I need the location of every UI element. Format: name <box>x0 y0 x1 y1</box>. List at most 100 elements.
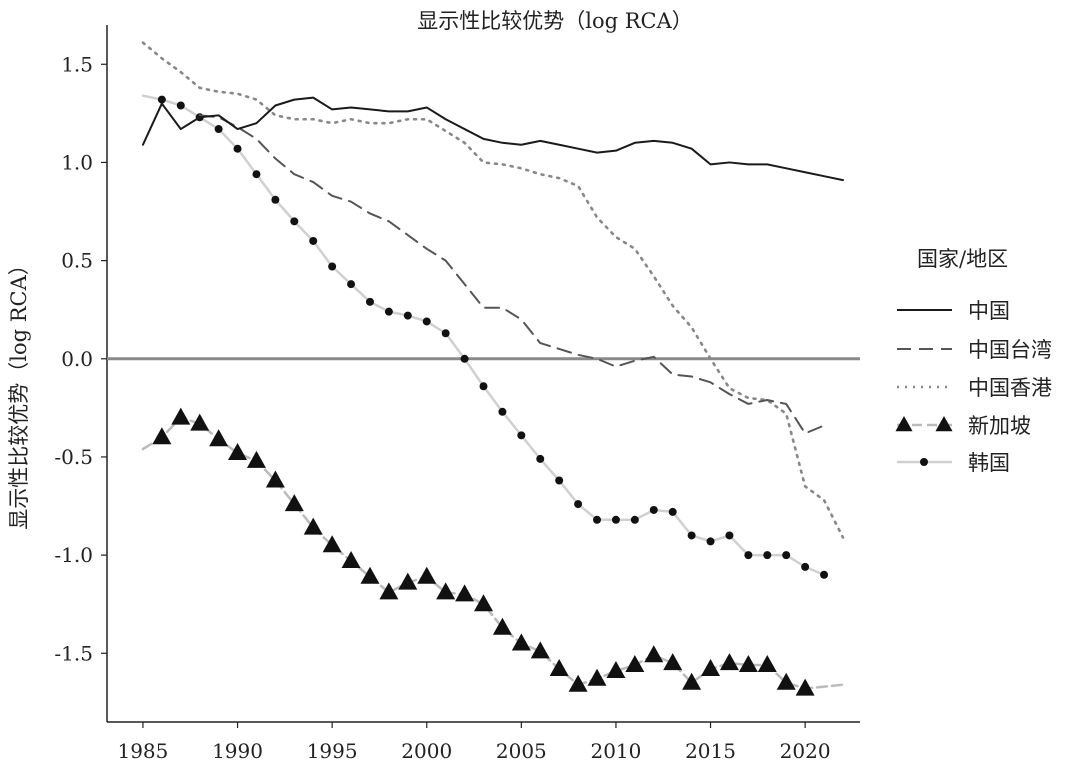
x-tick-label: 2005 <box>496 739 547 763</box>
singapore-data-point <box>511 633 531 651</box>
legend-title: 国家/地区 <box>917 247 1008 271</box>
korea-data-point <box>328 262 337 271</box>
singapore-data-point <box>682 672 702 690</box>
singapore-data-point <box>341 551 361 569</box>
singapore-data-point <box>417 566 437 584</box>
korea-data-point <box>460 354 469 363</box>
korea-data-point <box>365 297 374 306</box>
y-tick-label: 1.5 <box>61 52 93 76</box>
singapore-data-point <box>436 582 456 600</box>
korea-data-point <box>290 217 299 226</box>
korea-data-point <box>252 170 261 179</box>
korea-data-point <box>593 515 602 524</box>
series-line-3 <box>141 416 845 690</box>
singapore-data-point <box>265 470 285 488</box>
singapore-data-point <box>284 494 304 512</box>
legend-label: 韩国 <box>968 451 1010 475</box>
korea-data-point <box>233 144 242 153</box>
singapore-data-point <box>492 617 512 635</box>
korea-data-point <box>517 431 526 440</box>
legend-label: 中国台湾 <box>968 338 1052 362</box>
korea-data-point <box>763 551 772 560</box>
singapore-data-point <box>379 582 399 600</box>
y-tick-label: 0.0 <box>61 347 93 371</box>
singapore-data-point <box>209 429 229 447</box>
singapore-data-point <box>322 535 342 553</box>
legend-label: 新加坡 <box>968 414 1031 438</box>
y-tick-label: -1.5 <box>54 641 93 665</box>
korea-data-point <box>384 307 393 316</box>
singapore-data-point <box>474 594 493 612</box>
singapore-data-point <box>663 653 683 671</box>
singapore-data-point <box>644 645 664 663</box>
singapore-data-point <box>455 584 475 602</box>
singapore-data-point <box>549 658 569 676</box>
korea-data-point <box>649 505 658 514</box>
legend-triangle-marker <box>935 416 953 432</box>
korea-data-point <box>801 562 810 571</box>
series-line-4 <box>141 94 826 576</box>
y-tick-label: 0.5 <box>61 249 93 273</box>
korea-data-point <box>422 317 431 326</box>
singapore-data-point <box>795 678 815 696</box>
korea-data-point <box>668 507 677 516</box>
singapore-data-point <box>152 427 172 445</box>
korea-data-point <box>176 101 185 110</box>
singapore-data-point <box>568 674 588 692</box>
singapore-data-point <box>776 672 796 690</box>
y-tick-label: -0.5 <box>54 445 93 469</box>
singapore-data-point <box>738 655 758 673</box>
korea-data-point <box>479 382 488 391</box>
singapore-data-point <box>246 450 266 468</box>
korea-data-point <box>536 454 545 463</box>
korea-data-point <box>782 551 791 560</box>
x-tick-label: 2020 <box>780 739 831 763</box>
y-tick-label: -1.0 <box>54 543 93 567</box>
x-tick-label: 1995 <box>307 739 358 763</box>
x-tick-label: 2010 <box>590 739 641 763</box>
singapore-data-point <box>530 641 550 659</box>
korea-data-point <box>498 407 507 416</box>
singapore-data-point <box>701 658 721 676</box>
legend-label: 中国 <box>968 299 1010 323</box>
korea-data-point <box>687 531 696 540</box>
korea-data-point <box>309 236 318 245</box>
korea-data-point <box>574 500 583 509</box>
korea-data-point <box>706 537 715 546</box>
singapore-data-point <box>625 655 645 673</box>
legend-dot-marker <box>920 458 928 466</box>
series-line-2 <box>141 41 845 539</box>
x-tick-label: 1985 <box>117 739 168 763</box>
series-group <box>141 41 845 696</box>
singapore-data-point <box>303 517 323 535</box>
korea-data-point <box>403 311 412 320</box>
chart-title: 显示性比较优势（log RCA） <box>417 9 693 33</box>
singapore-data-point <box>360 566 380 584</box>
singapore-data-point <box>398 572 418 590</box>
legend-triangle-marker <box>895 416 913 432</box>
y-tick-label: 1.0 <box>61 150 93 174</box>
legend-label: 中国香港 <box>968 376 1052 400</box>
singapore-data-point <box>587 668 607 686</box>
singapore-data-point <box>606 660 626 678</box>
singapore-data-point <box>228 443 248 461</box>
x-tick-label: 1990 <box>212 739 263 763</box>
axes: -1.5 -1.0 -0.5 0.0 0.5 1.0 1.5 1985 1990 1995 2000… <box>54 25 860 763</box>
singapore-data-point <box>719 653 739 671</box>
korea-data-point <box>611 515 620 524</box>
korea-data-point <box>744 551 753 560</box>
series-line-1 <box>198 114 826 435</box>
korea-data-point <box>725 531 734 540</box>
korea-data-point <box>555 476 564 485</box>
singapore-data-point <box>171 407 191 425</box>
korea-data-point <box>441 329 450 338</box>
x-tick-label: 2000 <box>401 739 452 763</box>
singapore-data-point <box>190 413 210 431</box>
korea-data-point <box>214 125 223 134</box>
korea-data-point <box>271 195 280 204</box>
korea-data-point <box>630 515 639 524</box>
x-tick-label: 2015 <box>685 739 736 763</box>
y-axis-label: 显示性比较优势（log RCA） <box>7 254 31 530</box>
